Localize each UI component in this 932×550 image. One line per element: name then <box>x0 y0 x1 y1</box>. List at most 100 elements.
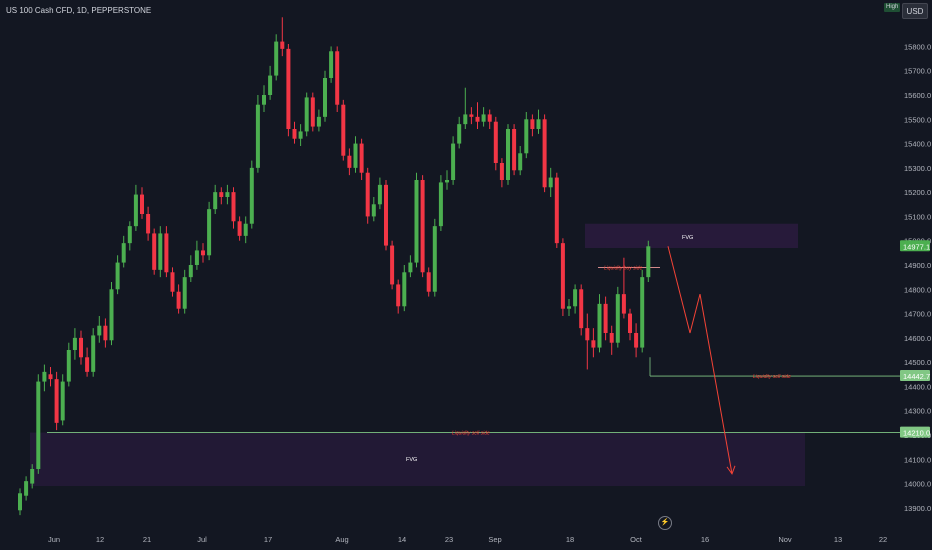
candle-body <box>140 195 144 214</box>
candle-body <box>256 105 260 168</box>
candle-body <box>24 481 28 496</box>
candle-body <box>146 214 150 233</box>
candle-body <box>305 97 309 131</box>
candle-body <box>73 338 77 350</box>
price-label-sell-side-1: 14442.7 <box>903 372 930 381</box>
candle-body <box>207 209 211 255</box>
candle-body <box>110 289 114 340</box>
candle-body <box>530 119 534 129</box>
candle-body <box>61 382 65 421</box>
y-tick-label: 15100.0 <box>904 212 931 221</box>
candle-body <box>366 173 370 217</box>
x-tick-label: 13 <box>834 535 842 544</box>
candle-body <box>524 119 528 153</box>
high-badge: High <box>884 3 900 12</box>
candle-body <box>482 114 486 121</box>
x-tick-label: 23 <box>445 535 453 544</box>
y-tick-label: 15700.0 <box>904 67 931 76</box>
candle-body <box>213 192 217 209</box>
candle-body <box>488 114 492 121</box>
candle-body <box>433 226 437 292</box>
liquidity-sell-label-lower: Liquidity sell side <box>452 431 490 437</box>
candle-body <box>378 185 382 204</box>
candle-body <box>616 294 620 343</box>
candle-body <box>543 119 547 187</box>
candle-body <box>116 263 120 290</box>
candle-body <box>329 51 333 78</box>
candle-body <box>97 326 101 336</box>
x-tick-label: Sep <box>488 535 501 544</box>
candle-body <box>518 153 522 170</box>
price-label-current: 14977.1 <box>903 242 930 251</box>
candle-body <box>49 374 53 379</box>
candle-body <box>360 144 364 173</box>
candle-body <box>372 204 376 216</box>
candle-body <box>598 304 602 348</box>
candle-body <box>469 114 473 116</box>
candle-body <box>427 272 431 291</box>
candle-body <box>323 78 327 117</box>
candle-body <box>79 338 83 357</box>
candle-body <box>476 117 480 122</box>
candle-body <box>286 49 290 129</box>
lightning-icon[interactable]: ⚡ <box>658 516 672 530</box>
y-tick-label: 14400.0 <box>904 382 931 391</box>
candle-body <box>512 129 516 170</box>
candle-body <box>250 168 254 224</box>
candle-body <box>30 469 34 484</box>
price-label-sell-side-2: 14210.0 <box>903 429 930 438</box>
liquidity-buy-label: Liquidity buy side <box>604 265 643 271</box>
x-tick-label: Aug <box>335 535 348 544</box>
candle-body <box>396 284 400 306</box>
candle-body <box>85 357 89 372</box>
candle-body <box>384 185 388 246</box>
candle-body <box>225 192 229 197</box>
candle-body <box>158 233 162 269</box>
candle-body <box>171 272 175 291</box>
candle-body <box>134 195 138 227</box>
x-tick-label: 18 <box>566 535 574 544</box>
candle-body <box>268 76 272 95</box>
candle-body <box>232 192 236 221</box>
fvg-zone-lower <box>30 433 805 486</box>
y-tick-label: 13900.0 <box>904 504 931 513</box>
candle-body <box>555 178 559 244</box>
candle-body <box>36 382 40 469</box>
x-tick-label: Nov <box>778 535 792 544</box>
candle-body <box>354 144 358 168</box>
candle-body <box>244 224 248 236</box>
x-tick-label: Jul <box>197 535 207 544</box>
candle-body <box>238 221 242 236</box>
candle-body <box>18 493 22 510</box>
y-tick-label: 14100.0 <box>904 455 931 464</box>
liquidity-sell-label-right: Liquidity sell side <box>753 374 791 380</box>
candle-body <box>610 333 614 343</box>
candle-body <box>622 294 626 313</box>
candle-body <box>579 289 583 328</box>
candle-body <box>591 340 595 347</box>
y-tick-label: 15200.0 <box>904 188 931 197</box>
x-tick-label: 21 <box>143 535 151 544</box>
candle-body <box>457 124 461 143</box>
candle-body <box>585 328 589 340</box>
symbol-title: US 100 Cash CFD, 1D, PEPPERSTONE <box>6 6 151 15</box>
x-tick-label: 17 <box>264 535 272 544</box>
y-tick-label: 14900.0 <box>904 261 931 270</box>
candle-body <box>402 272 406 306</box>
candle-body <box>500 163 504 180</box>
candle-body <box>183 277 187 309</box>
candle-body <box>567 306 571 308</box>
candle-body <box>640 277 644 347</box>
y-tick-label: 15600.0 <box>904 91 931 100</box>
candle-body <box>634 333 638 348</box>
candle-body <box>537 119 541 129</box>
candle-body <box>445 180 449 182</box>
candle-body <box>128 226 132 243</box>
candle-body <box>122 243 126 262</box>
candle-body <box>317 117 321 127</box>
x-tick-label: 22 <box>879 535 887 544</box>
candle-body <box>408 263 412 273</box>
candle-body <box>164 233 168 272</box>
currency-button[interactable]: USD <box>902 3 928 19</box>
